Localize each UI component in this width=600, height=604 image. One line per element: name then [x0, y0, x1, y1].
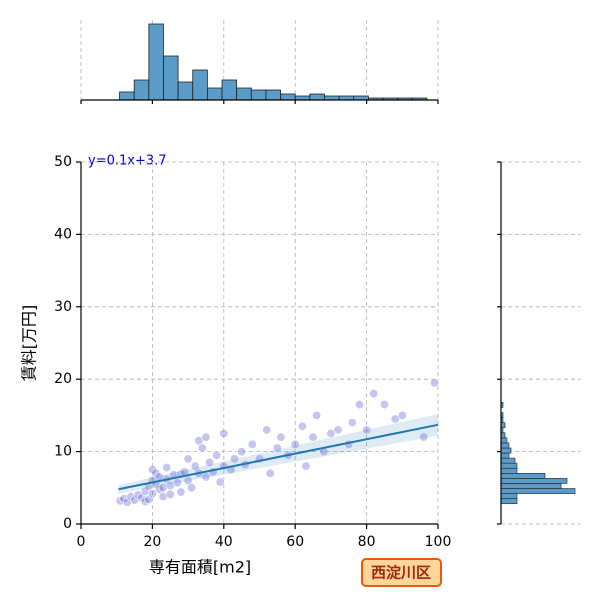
point [205, 457, 215, 467]
point [194, 436, 204, 446]
hist-bar [500, 462, 518, 469]
y-axis-label: 賃料[万円] [20, 305, 39, 382]
point [247, 439, 257, 449]
point [162, 463, 172, 473]
point [151, 468, 161, 478]
hist-bar [500, 452, 510, 459]
point [262, 425, 272, 435]
badge-box [361, 558, 442, 587]
regression-line [118, 423, 439, 491]
hist-bar [265, 89, 281, 101]
x-axis-label: 専有面積[m2] [149, 558, 251, 577]
point [369, 389, 379, 399]
hist-bar [236, 87, 252, 101]
point [272, 443, 282, 453]
hist-bar [206, 87, 223, 101]
hist-bar [133, 79, 150, 101]
point [119, 494, 129, 504]
point [362, 425, 372, 435]
hist-bar [500, 493, 518, 499]
point [212, 450, 222, 460]
point [176, 487, 186, 497]
point [197, 443, 207, 453]
point [379, 400, 389, 410]
hist-bar [148, 23, 164, 101]
point [201, 432, 211, 442]
point [172, 478, 182, 488]
point [333, 425, 343, 435]
hist-bar [177, 81, 194, 101]
hist-bar [500, 447, 512, 454]
point [419, 432, 429, 442]
point [201, 472, 211, 482]
point [308, 432, 318, 442]
x-tick-label: 100 [425, 534, 452, 550]
y-tick-label: 30 [54, 299, 72, 315]
y-tick-label: 40 [54, 226, 72, 242]
point [297, 421, 307, 431]
point [276, 432, 286, 442]
point [183, 454, 193, 464]
point [219, 428, 229, 438]
hist-bar [119, 91, 135, 101]
hist-bar [250, 89, 267, 101]
hist-bar [500, 437, 508, 444]
point [354, 400, 364, 410]
y-tick-label: 10 [54, 444, 72, 460]
x-tick-label: 20 [143, 534, 161, 550]
point [183, 476, 193, 486]
hist-bar [500, 488, 576, 494]
point [265, 468, 275, 478]
point [158, 491, 168, 501]
y-tick-label: 20 [54, 371, 72, 387]
point [397, 410, 407, 420]
hist-bar [500, 457, 516, 464]
point [290, 439, 300, 449]
hist-bar [500, 483, 562, 489]
hist-bar [192, 69, 208, 101]
point [326, 428, 336, 438]
point [122, 497, 132, 507]
point [237, 447, 247, 457]
point [230, 454, 240, 464]
point [301, 461, 311, 471]
hist-bar [500, 473, 546, 479]
hist-bar [309, 93, 325, 101]
point [133, 490, 143, 500]
point [312, 410, 322, 420]
x-tick-label: 40 [215, 534, 233, 550]
hist-bar [500, 478, 568, 484]
point [126, 491, 136, 501]
hist-bar [163, 55, 179, 101]
point [130, 495, 140, 505]
x-tick-label: 80 [358, 534, 376, 550]
x-tick-label: 0 [77, 534, 86, 550]
point [147, 465, 157, 475]
y-tick-label: 0 [63, 516, 72, 532]
badge: 西淀川区 [371, 564, 431, 582]
y-tick-label: 50 [54, 154, 72, 170]
hist-bar [221, 79, 238, 101]
x-tick-label: 60 [286, 534, 304, 550]
point [215, 477, 225, 487]
point [140, 486, 150, 496]
point [187, 483, 197, 493]
point [429, 378, 439, 388]
hist-bar [500, 442, 510, 449]
point [190, 461, 200, 471]
hist-bar [500, 467, 518, 474]
point [165, 489, 175, 499]
point [347, 418, 357, 428]
confidence-band [118, 413, 439, 494]
point [147, 489, 157, 499]
point [144, 494, 154, 504]
hist-bar [280, 93, 296, 101]
hist-bar [500, 498, 518, 505]
regression-equation: y=0.1x+3.7 [88, 154, 167, 169]
point [390, 414, 400, 424]
point [155, 484, 165, 494]
